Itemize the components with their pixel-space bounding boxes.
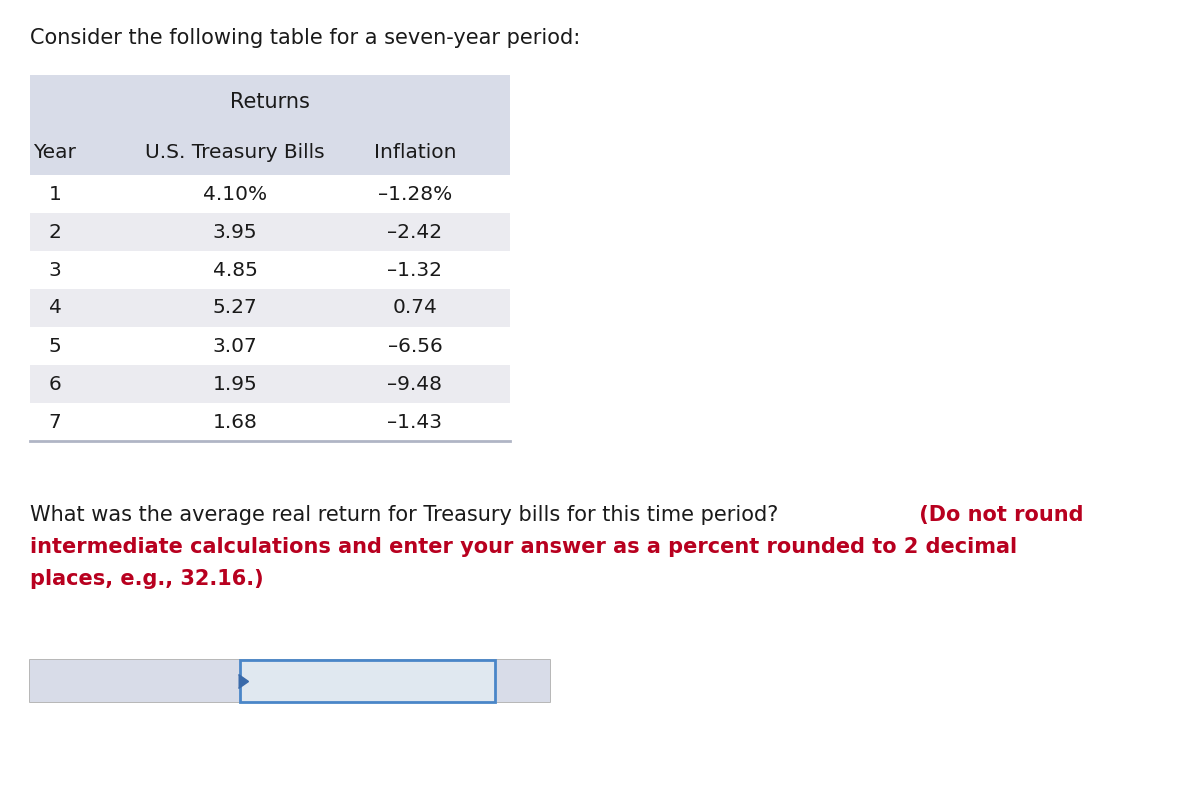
- Text: 0.74: 0.74: [392, 298, 438, 317]
- Bar: [240, 660, 496, 702]
- Text: Returns: Returns: [230, 92, 310, 112]
- Text: 3.07: 3.07: [212, 336, 257, 355]
- Bar: [30, 175, 510, 213]
- Text: 5.27: 5.27: [212, 298, 257, 317]
- Bar: [30, 660, 240, 702]
- Text: –1.28%: –1.28%: [378, 185, 452, 204]
- Text: 5: 5: [49, 336, 61, 355]
- Text: %: %: [514, 672, 530, 691]
- Text: 4: 4: [48, 298, 61, 317]
- Text: 7: 7: [49, 412, 61, 431]
- Text: –9.48: –9.48: [388, 374, 443, 393]
- Text: 4.85: 4.85: [212, 260, 258, 279]
- Text: Consider the following table for a seven-year period:: Consider the following table for a seven…: [30, 28, 581, 48]
- Text: Average real return: Average real return: [44, 672, 226, 691]
- Text: –6.56: –6.56: [388, 336, 443, 355]
- Bar: [30, 660, 550, 702]
- Text: 4.10%: 4.10%: [203, 185, 268, 204]
- Text: 3: 3: [49, 260, 61, 279]
- Text: places, e.g., 32.16.): places, e.g., 32.16.): [30, 569, 264, 589]
- Bar: [30, 289, 510, 327]
- Text: (Do not round: (Do not round: [912, 505, 1084, 525]
- Text: Year: Year: [34, 143, 77, 162]
- Bar: [30, 130, 510, 175]
- Text: 1: 1: [48, 185, 61, 204]
- Bar: [496, 660, 550, 702]
- Text: intermediate calculations and enter your answer as a percent rounded to 2 decima: intermediate calculations and enter your…: [30, 537, 1018, 557]
- Text: –1.32: –1.32: [388, 260, 443, 279]
- Bar: [30, 327, 510, 365]
- Text: 1.95: 1.95: [212, 374, 257, 393]
- Text: 2: 2: [48, 223, 61, 242]
- Text: –2.42: –2.42: [388, 223, 443, 242]
- Text: 1.68: 1.68: [212, 412, 258, 431]
- Text: U.S. Treasury Bills: U.S. Treasury Bills: [145, 143, 325, 162]
- Text: –1.43: –1.43: [388, 412, 443, 431]
- Text: Inflation: Inflation: [373, 143, 456, 162]
- Bar: [30, 213, 510, 251]
- Text: 3.95: 3.95: [212, 223, 257, 242]
- Bar: [30, 251, 510, 289]
- Bar: [30, 365, 510, 403]
- Text: 6: 6: [49, 374, 61, 393]
- Bar: [30, 403, 510, 441]
- Text: What was the average real return for Treasury bills for this time period?: What was the average real return for Tre…: [30, 505, 779, 525]
